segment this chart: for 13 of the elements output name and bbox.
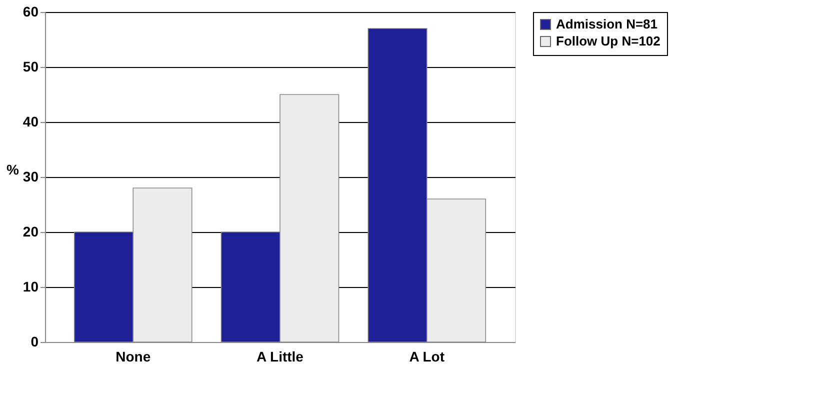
- y-tick-label: 40: [22, 114, 39, 130]
- y-tick-label: 60: [22, 4, 39, 20]
- x-tick-label: None: [116, 348, 151, 364]
- legend-label: Admission N=81: [556, 16, 658, 32]
- y-tick-label: 0: [30, 334, 39, 350]
- x-tick-label: A Lot: [409, 348, 445, 364]
- y-axis-title: %: [6, 162, 20, 178]
- legend-label: Follow Up N=102: [556, 34, 660, 48]
- y-tick-label: 30: [22, 168, 39, 184]
- y-tick-label: 10: [22, 278, 39, 294]
- x-tick-label: A Little: [256, 348, 304, 364]
- y-tick-label: 20: [22, 224, 39, 240]
- y-tick-label: 50: [22, 58, 39, 74]
